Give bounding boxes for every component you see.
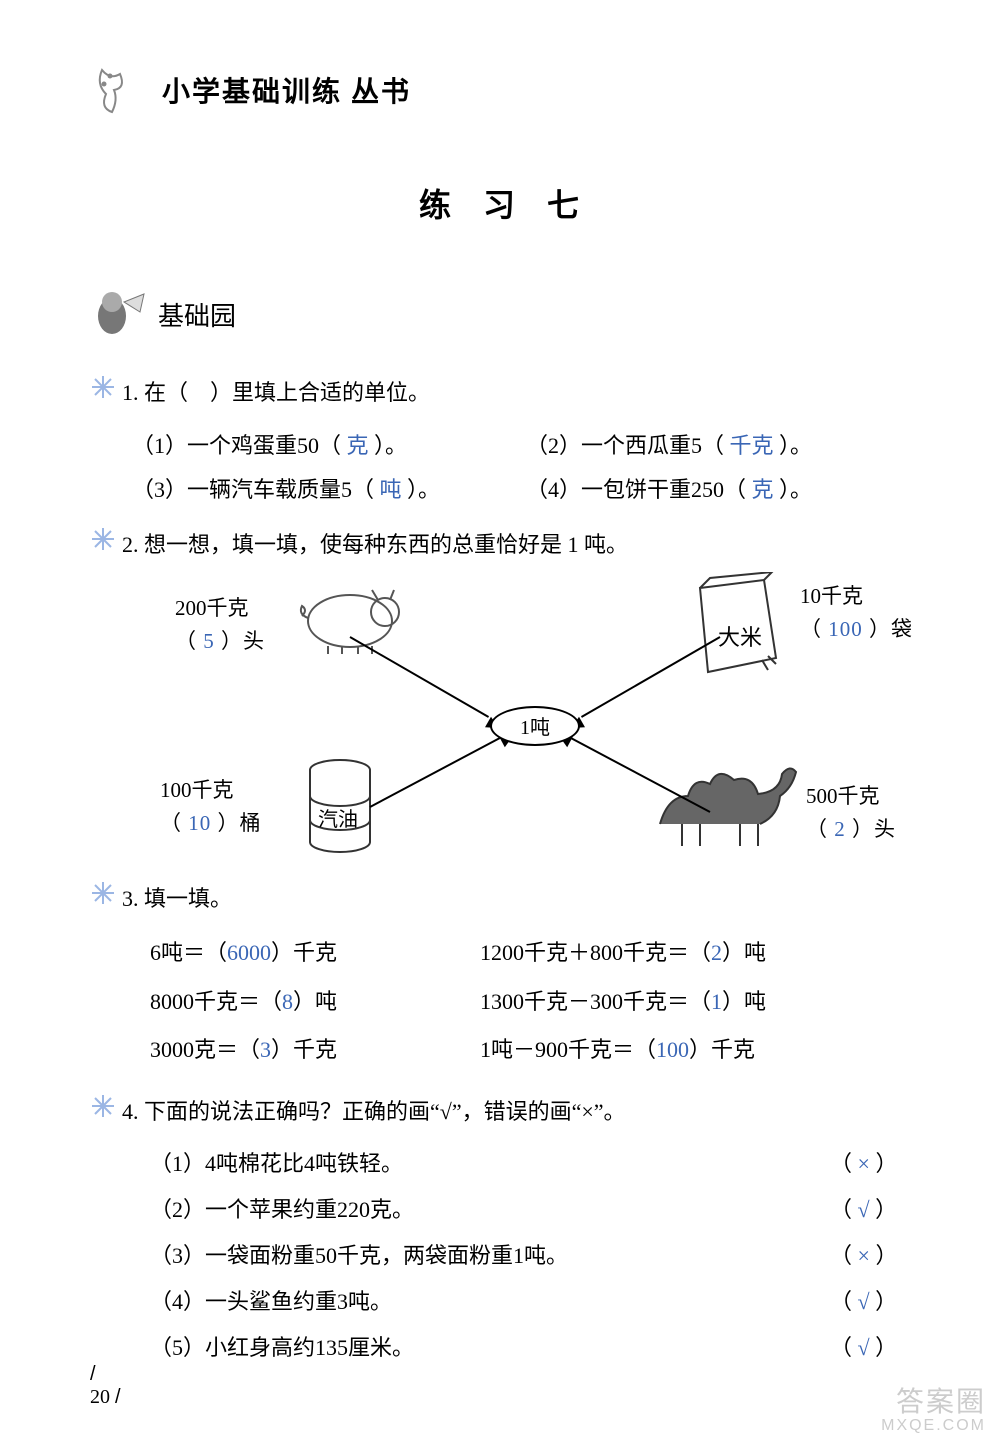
q4-1-mark: ×: [858, 1151, 870, 1176]
q3-2l-post: ）吨: [293, 989, 337, 1014]
pig-unit: 头: [243, 629, 265, 653]
pig-answer: 5: [203, 629, 215, 653]
q3-3l-pre: 3000克＝（: [150, 1037, 260, 1062]
q3-1r-post: ）吨: [722, 940, 766, 965]
question-2: 2. 想一想，填一填，使每种东西的总重恰好是 1 吨。: [90, 522, 920, 566]
watermark-sub: MXQE.COM: [881, 1417, 986, 1435]
q4-2-mark: √: [858, 1197, 870, 1222]
header-decoration-icon: [90, 60, 150, 120]
q3-1l-ans: 6000: [227, 940, 271, 965]
watermark: 答案圈 MXQE.COM: [881, 1387, 986, 1435]
q4-item-2: （2）一个苹果约重220克。 （ √ ）: [150, 1192, 920, 1224]
q3-3r-ans: 100: [656, 1037, 689, 1062]
q3-1r-ans: 2: [711, 940, 722, 965]
section-banner-text: 基础园: [158, 296, 236, 333]
bullet-icon: [90, 526, 116, 552]
q4-5-mark: √: [858, 1335, 870, 1360]
q3-2r-post: ）吨: [722, 989, 766, 1014]
q4-item-3: （3）一袋面粉重50千克，两袋面粉重1吨。 （ × ）: [150, 1238, 920, 1270]
q1-4-answer: 克: [752, 477, 774, 502]
q3-3l-post: ）千克: [271, 1037, 337, 1062]
book-series-title: 小学基础训练 丛书: [162, 70, 411, 110]
q3-3l-ans: 3: [260, 1037, 271, 1062]
q3-3r-post: ）千克: [689, 1037, 755, 1062]
page-number: 20: [90, 1386, 110, 1408]
q4-1-text: （1）4吨棉花比4吨铁轻。: [150, 1146, 830, 1178]
q1-4-tail: ）。: [779, 477, 812, 502]
q4-4-text: （4）一头鲨鱼约重3吨。: [150, 1284, 830, 1316]
camel-answer: 2: [834, 817, 846, 841]
question-3: 3. 填一填。: [90, 876, 920, 920]
q4-3-mark: ×: [858, 1243, 870, 1268]
q3-prompt: 3. 填一填。: [122, 878, 920, 920]
q1-items: （1）一个鸡蛋重50（ 克 ）。 （2）一个西瓜重5（ 千克 ）。 （3）一辆汽…: [90, 424, 920, 512]
q3-2l-pre: 8000千克＝（: [150, 989, 282, 1014]
watermark-main: 答案圈: [896, 1386, 986, 1417]
q3-2l-ans: 8: [282, 989, 293, 1014]
bullet-icon: [90, 374, 116, 400]
q4-list: （1）4吨棉花比4吨铁轻。 （ × ） （2）一个苹果约重220克。 （ √ ）…: [90, 1146, 920, 1362]
q3-row-2: 8000千克＝（8）吨 1300千克－300千克＝（1）吨: [150, 978, 920, 1026]
q3-grid: 6吨＝（6000）千克 1200千克＋800千克＝（2）吨 8000千克＝（8）…: [90, 929, 920, 1074]
q3-1r-pre: 1200千克＋800千克＝（: [480, 940, 711, 965]
section-mascot-icon: [90, 286, 150, 342]
oil-unit: 桶: [240, 811, 262, 835]
section-banner: 基础园: [90, 286, 920, 342]
q4-item-5: （5）小红身高约135厘米。 （ √ ）: [150, 1330, 920, 1362]
oil-answer: 10: [188, 811, 211, 835]
q4-item-1: （1）4吨棉花比4吨铁轻。 （ × ）: [150, 1146, 920, 1178]
q4-2-text: （2）一个苹果约重220克。: [150, 1192, 830, 1224]
q1-1-answer: 克: [347, 433, 369, 458]
q1-2-answer: 千克: [730, 433, 774, 458]
q1-3-answer: 吨: [380, 477, 402, 502]
q3-row-1: 6吨＝（6000）千克 1200千克＋800千克＝（2）吨: [150, 929, 920, 977]
rice-bag-label: 大米: [718, 620, 762, 655]
q1-2-label: （2）一个西瓜重5（: [526, 433, 724, 458]
q1-1-label: （1）一个鸡蛋重50（: [132, 433, 341, 458]
camel-icon: [640, 746, 800, 856]
q2-center-label: 1吨: [490, 706, 580, 746]
camel-weight: 500千克: [806, 780, 896, 814]
camel-unit: 头: [874, 817, 896, 841]
pig-node: 200千克 （ 5 ）头: [175, 592, 265, 659]
question-1: 1. 在（ ）里填上合适的单位。: [90, 370, 920, 414]
q3-1l-post: ）千克: [271, 940, 337, 965]
rice-answer: 100: [828, 617, 863, 641]
bullet-icon: [90, 880, 116, 906]
q1-3-tail: ）。: [407, 477, 440, 502]
question-4: 4. 下面的说法正确吗？正确的画“√”，错误的画“×”。: [90, 1089, 920, 1133]
q4-item-4: （4）一头鲨鱼约重3吨。 （ √ ）: [150, 1284, 920, 1316]
q3-2r-pre: 1300千克－300千克＝（: [480, 989, 711, 1014]
q1-3-label: （3）一辆汽车载质量5（: [132, 477, 374, 502]
q4-prompt: 4. 下面的说法正确吗？正确的画“√”，错误的画“×”。: [122, 1091, 920, 1133]
q1-2-tail: ）。: [779, 433, 812, 458]
rice-node: 10千克 （ 100 ）袋: [800, 580, 913, 647]
q1-1-tail: ）。: [374, 433, 407, 458]
q3-2r-ans: 1: [711, 989, 722, 1014]
page-title: 练 习 七: [90, 180, 920, 226]
book-header: 小学基础训练 丛书: [90, 60, 920, 120]
bullet-icon: [90, 1093, 116, 1119]
q1-4-label: （4）一包饼干重250（: [526, 477, 746, 502]
rice-weight: 10千克: [800, 580, 913, 614]
q4-3-text: （3）一袋面粉重50千克，两袋面粉重1吨。: [150, 1238, 830, 1270]
rice-unit: 袋: [891, 617, 913, 641]
q3-3r-pre: 1吨－900千克＝（: [480, 1037, 656, 1062]
q1-prompt: 1. 在（ ）里填上合适的单位。: [122, 372, 920, 414]
pig-icon: [290, 576, 410, 656]
oil-barrel-label: 汽油: [318, 804, 358, 836]
camel-node: 500千克 （ 2 ）头: [806, 780, 896, 847]
oil-weight: 100千克: [160, 774, 262, 808]
q2-prompt: 2. 想一想，填一填，使每种东西的总重恰好是 1 吨。: [122, 524, 920, 566]
q2-diagram: 1吨 200千克 （ 5 ）头 大米 10千克 （ 100 ）袋 汽油 100千…: [120, 576, 940, 866]
q4-4-mark: √: [858, 1289, 870, 1314]
q3-1l-pre: 6吨＝（: [150, 940, 227, 965]
q3-row-3: 3000克＝（3）千克 1吨－900千克＝（100）千克: [150, 1026, 920, 1074]
pig-weight: 200千克: [175, 592, 265, 626]
page-number-block: / 20 /: [90, 1363, 121, 1409]
q4-5-text: （5）小红身高约135厘米。: [150, 1330, 830, 1362]
oil-node: 100千克 （ 10 ）桶: [160, 774, 262, 841]
